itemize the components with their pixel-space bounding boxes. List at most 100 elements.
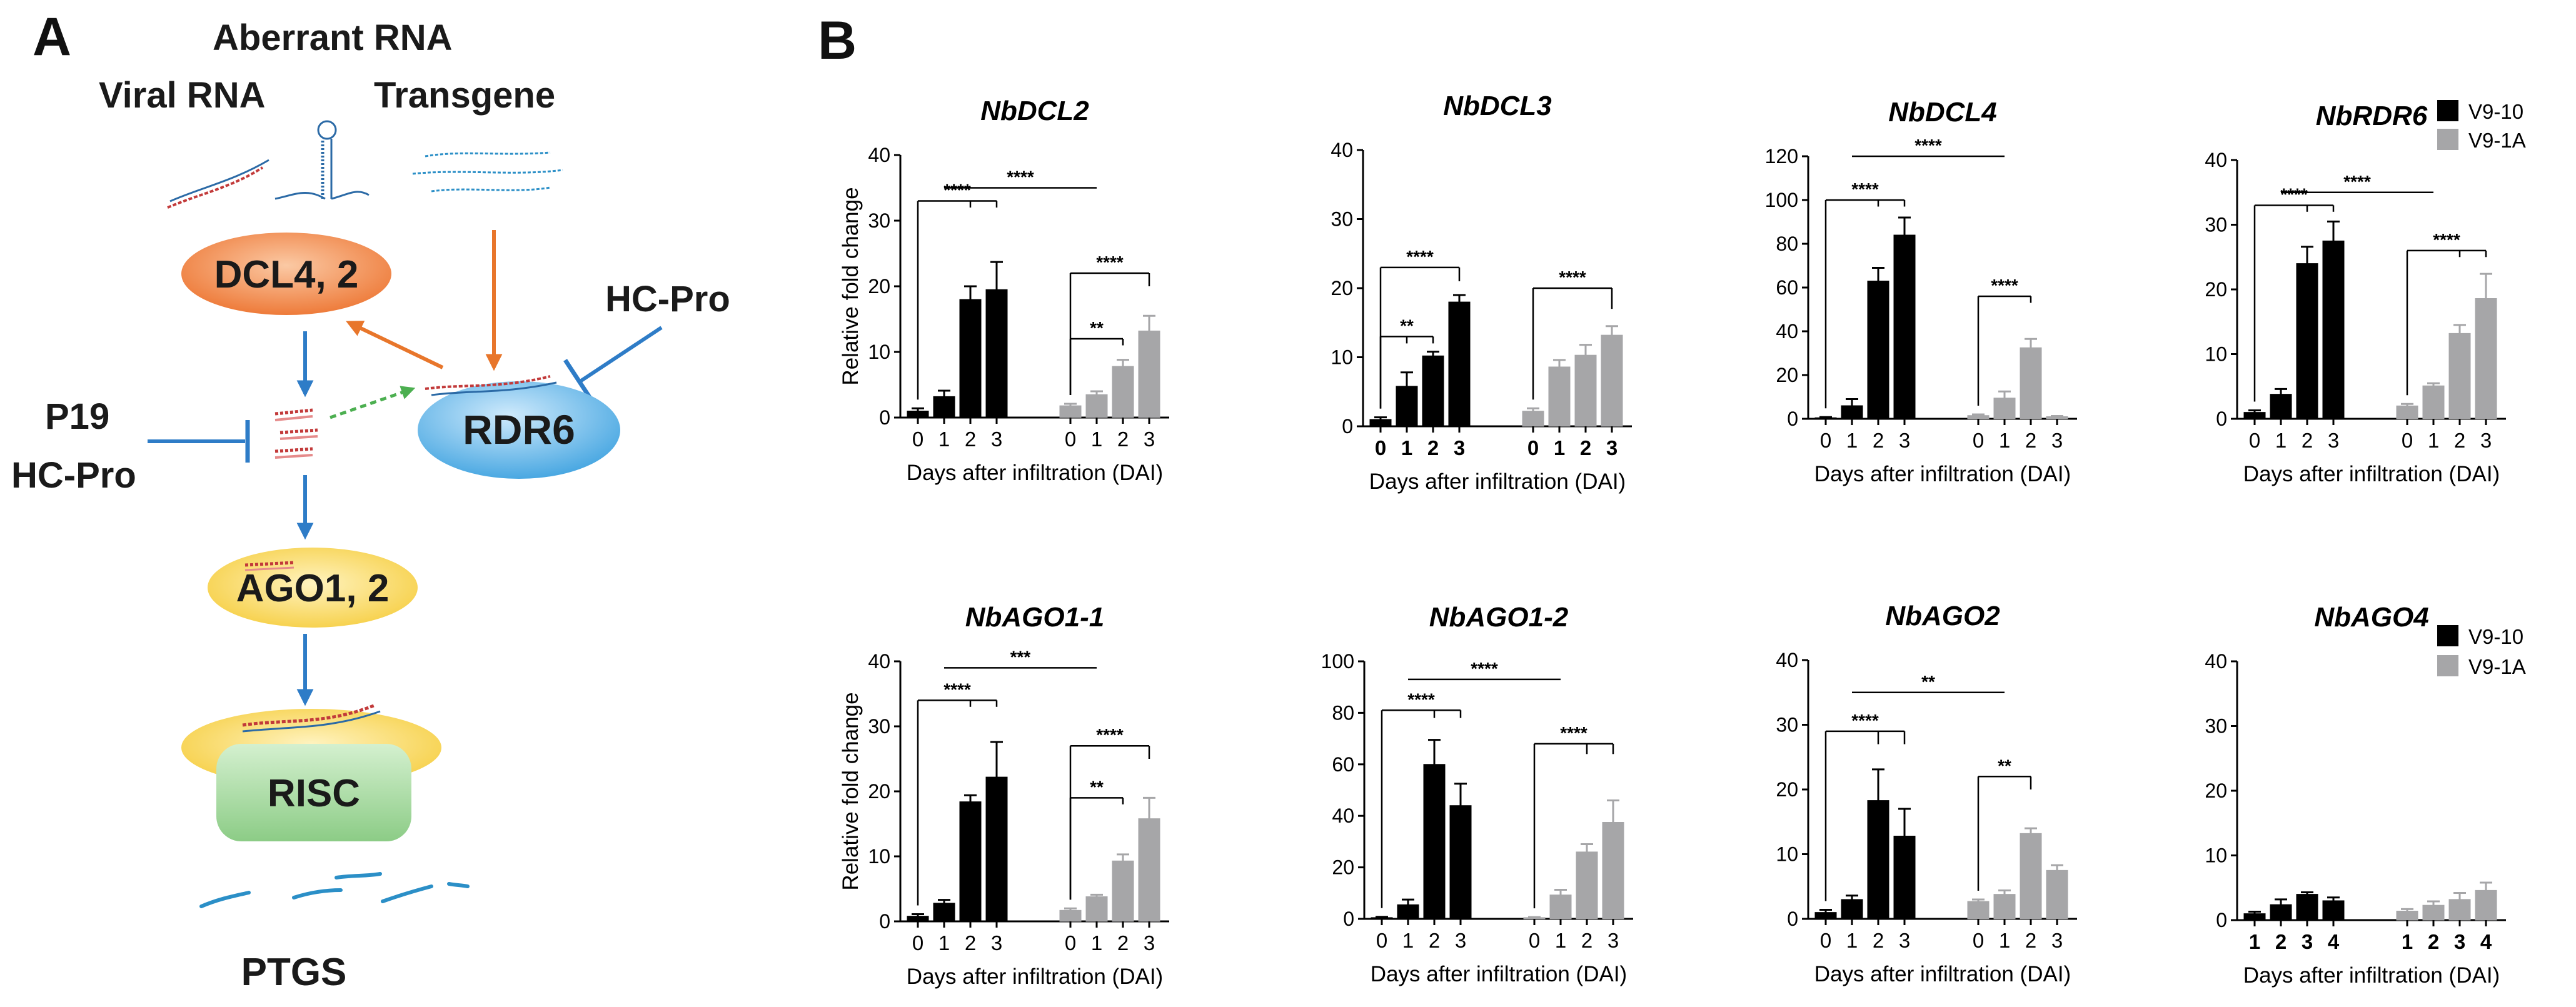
dcl-label: DCL4, 2 [214, 253, 359, 296]
significance-label: *** [1010, 647, 1031, 666]
x-tick-label: 1 [1554, 436, 1565, 459]
y-tick-label: 20 [1331, 277, 1353, 299]
bar-v9-1a-3 [1601, 334, 1623, 427]
x-tick-label: 1 [1401, 436, 1412, 459]
significance-label: **** [1559, 268, 1586, 287]
y-tick-label: 0 [879, 406, 890, 429]
label-hcpro-left: HC-Pro [11, 455, 136, 496]
x-tick-label: 0 [1820, 429, 1831, 452]
legend-label-v9-10: V9-10 [2468, 625, 2523, 648]
legend-label-v9-10: V9-10 [2468, 100, 2523, 123]
x-tick-label: 2 [1581, 929, 1592, 952]
x-tick-label: 3 [2454, 930, 2465, 953]
x-tick-label: 3 [2328, 429, 2339, 452]
arrow-sirna-to-rdr6 [330, 386, 416, 419]
y-tick-label: 60 [1776, 276, 1798, 299]
y-tick-label: 20 [1776, 778, 1798, 801]
y-tick-label: 0 [2216, 408, 2227, 430]
bar-v9-10-1 [933, 903, 955, 922]
bar-v9-10-2 [2296, 263, 2318, 419]
significance-label: **** [1560, 723, 1587, 743]
y-tick-label: 10 [868, 845, 890, 868]
bar-v9-1a-0 [1059, 405, 1082, 418]
y-tick-label: 0 [1342, 415, 1353, 438]
chart-title: NbDCL3 [1443, 91, 1552, 121]
bar-v9-1a-1 [1085, 394, 1108, 418]
bar-v9-10-0 [1371, 917, 1393, 919]
label-viral-rna: Viral RNA [99, 75, 265, 116]
x-axis-title: Days after infiltration (DAI) [1369, 469, 1626, 494]
significance-label: **** [1914, 136, 1942, 155]
bar-v9-1a-1 [1993, 894, 2016, 919]
x-tick-label: 2 [1873, 429, 1884, 452]
inhibit-hcpro-rdr6 [579, 326, 663, 383]
bar-v9-10-3 [985, 776, 1008, 922]
risc-node [216, 744, 411, 841]
y-tick-label: 10 [2205, 844, 2227, 867]
bar-v9-10-3 [2296, 894, 2318, 921]
x-tick-label: 0 [912, 428, 923, 451]
x-tick-label: 1 [938, 931, 950, 954]
legend-swatch-v9-10 [2437, 100, 2458, 121]
x-tick-label: 1 [1846, 429, 1858, 452]
label-transgene: Transgene [374, 75, 555, 116]
significance-label: ** [1400, 316, 1414, 335]
legend-label-v9-1a: V9-1A [2468, 655, 2526, 678]
x-tick-label: 3 [1144, 931, 1155, 954]
y-tick-label: 80 [1332, 701, 1354, 724]
significance-label: **** [1407, 689, 1435, 709]
x-tick-label: 0 [1065, 428, 1076, 451]
degraded-rna-fragments [199, 872, 470, 908]
x-tick-label: 2 [2428, 930, 2439, 953]
x-tick-label: 3 [1899, 429, 1910, 452]
arrow-rdr6-to-dcl [346, 321, 444, 369]
label-aberrant-rna: Aberrant RNA [213, 18, 453, 58]
y-tick-label: 20 [868, 780, 890, 803]
y-tick-label: 10 [868, 341, 890, 363]
significance-label: **** [1471, 659, 1498, 678]
x-tick-label: 3 [1144, 428, 1155, 451]
x-tick-label: 0 [1375, 436, 1386, 459]
bar-v9-10-1 [1396, 386, 1418, 427]
significance-label: **** [1851, 179, 1879, 199]
x-tick-label: 1 [1555, 929, 1566, 952]
bar-v9-1a-0 [1967, 901, 1990, 919]
bar-v9-1a-1 [1549, 894, 1572, 919]
bar-v9-10-1 [1841, 405, 1863, 419]
y-tick-label: 10 [1331, 346, 1353, 369]
x-tick-label: 0 [1820, 929, 1831, 952]
x-tick-label: 3 [2302, 930, 2313, 953]
x-tick-label: 0 [1973, 429, 1984, 452]
bar-v9-10-3 [1893, 836, 1916, 919]
bar-v9-10-2 [1423, 764, 1446, 919]
y-tick-label: 40 [1332, 804, 1354, 827]
bar-v9-1a-0 [1522, 411, 1544, 427]
y-tick-label: 0 [1787, 408, 1798, 430]
bar-v9-1a-3 [1138, 330, 1160, 418]
bar-v9-1a-3 [2448, 899, 2471, 921]
x-tick-label: 1 [2249, 930, 2260, 953]
significance-label: ** [1921, 672, 1935, 691]
y-tick-label: 0 [1343, 908, 1354, 930]
significance-label: **** [1991, 276, 2018, 295]
legend-bottom: V9-10 V9-1A [2437, 625, 2526, 678]
bar-v9-10-1 [2243, 913, 2266, 921]
significance-label: **** [2433, 230, 2460, 249]
x-tick-label: 1 [1999, 929, 2010, 952]
x-tick-label: 2 [2302, 429, 2313, 452]
y-tick-label: 100 [1321, 650, 1354, 673]
x-tick-label: 2 [1117, 931, 1129, 954]
x-tick-label: 4 [2328, 930, 2340, 953]
x-tick-label: 3 [1454, 436, 1465, 459]
x-tick-label: 3 [1899, 929, 1910, 952]
significance-label: **** [1406, 247, 1434, 266]
y-tick-label: 40 [868, 650, 890, 673]
bar-v9-10-4 [2322, 900, 2345, 921]
x-tick-label: 2 [1580, 436, 1591, 459]
x-tick-label: 1 [1999, 429, 2010, 452]
significance-label: **** [1851, 711, 1879, 730]
x-tick-label: 2 [2454, 429, 2465, 452]
